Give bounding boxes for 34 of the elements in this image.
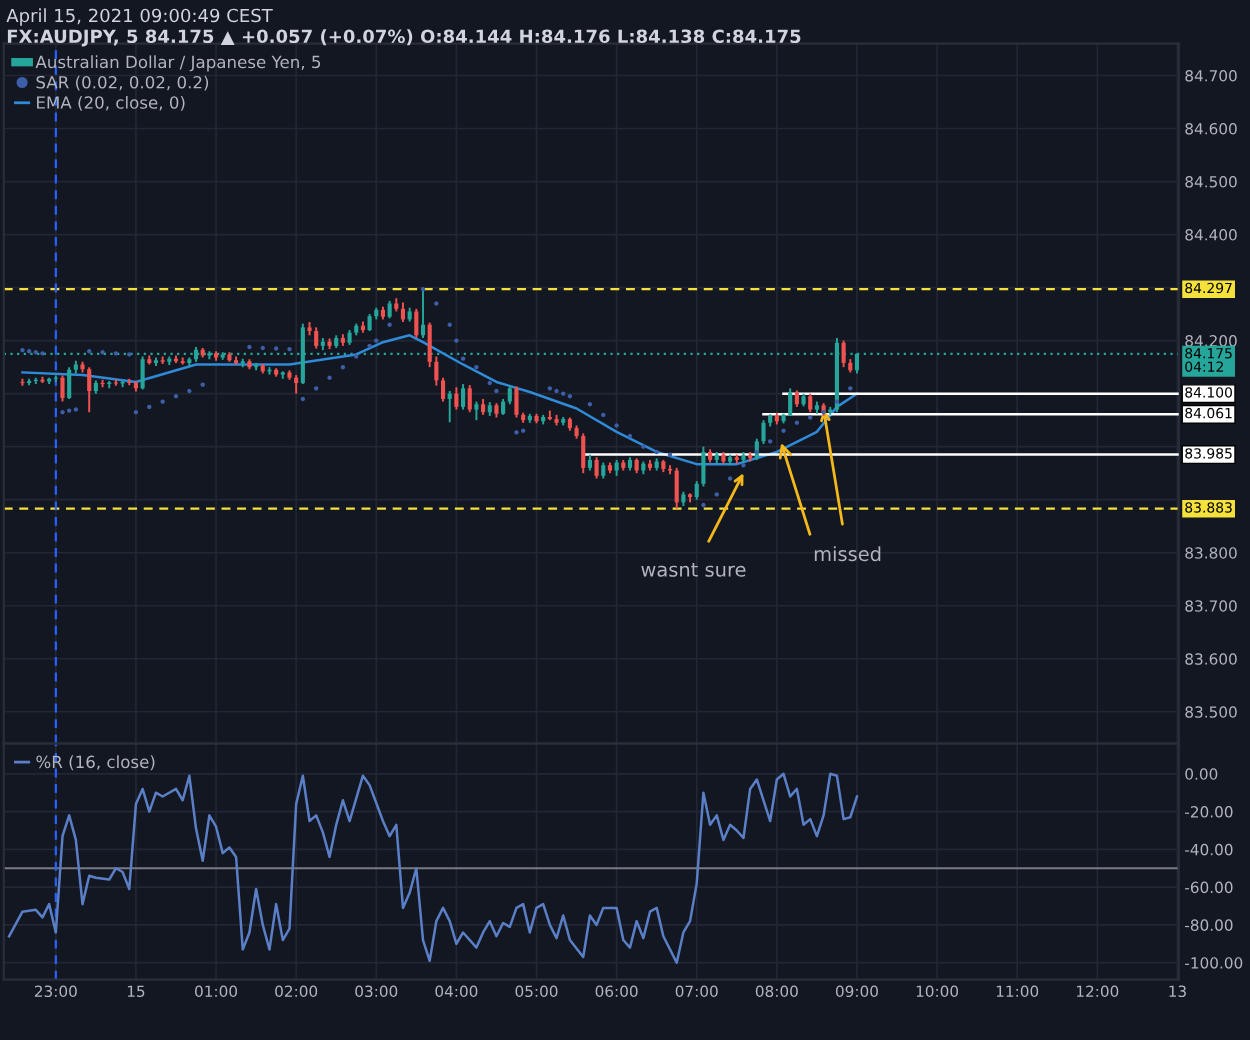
- candlestick: [594, 456, 599, 480]
- candlestick: [467, 384, 472, 414]
- candlestick: [808, 392, 813, 414]
- legend-label: Australian Dollar / Japanese Yen, 5: [35, 55, 321, 72]
- annotation: wasnt sure: [641, 562, 746, 577]
- chart-title: April 15, 2021 09:00:49 CEST: [6, 8, 273, 26]
- candlestick: [294, 374, 299, 395]
- candlestick: [454, 386, 459, 411]
- candlestick: [60, 374, 65, 403]
- candlestick: [514, 385, 519, 419]
- candlestick: [400, 301, 406, 324]
- annotation: missed: [814, 546, 881, 562]
- line-series: [7, 772, 859, 964]
- legend-label: %R (16, close): [36, 755, 155, 771]
- candlestick: [420, 288, 426, 339]
- candlestick: [461, 383, 466, 411]
- candlestick: [113, 378, 118, 387]
- candlestick: [440, 376, 446, 403]
- candlestick: [507, 384, 512, 406]
- candlestick: [447, 390, 452, 424]
- legend-label: SAR (0.02, 0.02, 0.2): [36, 75, 209, 91]
- candlestick: [67, 366, 72, 400]
- candlestick: [314, 326, 319, 350]
- candlestick: [474, 400, 479, 422]
- candlestick: [87, 366, 92, 414]
- candlestick: [788, 387, 793, 417]
- candlestick: [414, 307, 419, 339]
- candlestick: [674, 466, 679, 510]
- candlestick: [20, 377, 25, 387]
- candlestick: [140, 355, 145, 391]
- candlestick: [581, 432, 586, 475]
- candlestick: [841, 339, 846, 369]
- chart-subtitle: FX:AUDJPY, 5 84.175 ▲ +0.057 (+0.07%) O:84.144 H:84.176 L:84.138 C:84.175: [7, 29, 801, 47]
- line-series: [21, 334, 859, 466]
